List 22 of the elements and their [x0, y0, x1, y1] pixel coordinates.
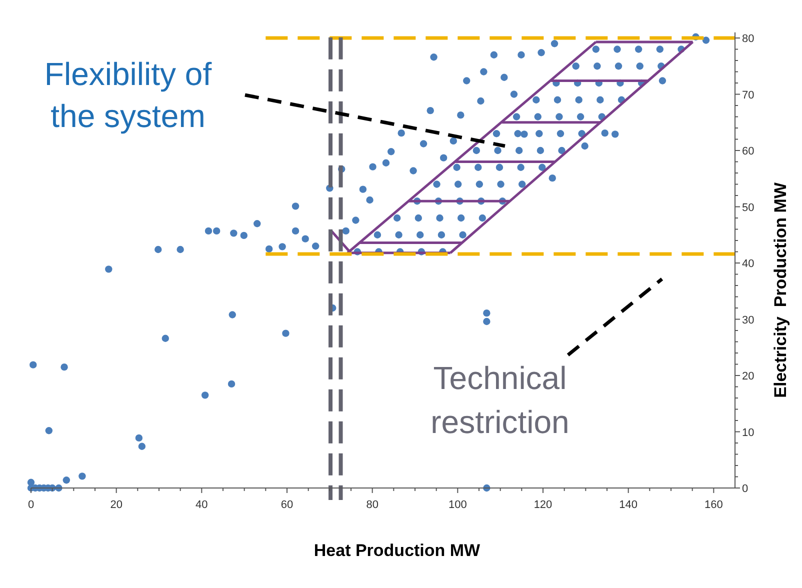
x-tick-label: 80	[366, 499, 378, 511]
y-tick-label: 50	[742, 202, 754, 214]
x-tick-label: 20	[110, 499, 122, 511]
y-tick-label: 30	[742, 314, 754, 326]
y-axis-title: Electricity Production MW	[771, 182, 790, 398]
x-tick-label: 120	[534, 499, 552, 511]
x-tick-label: 60	[280, 499, 294, 511]
x-tick-label: 100	[448, 499, 467, 511]
x-tick-label: 140	[619, 499, 638, 511]
y-tick-label: 80	[742, 33, 754, 45]
y-tick-label: 20	[742, 370, 754, 382]
y-tick-label: 10	[742, 426, 754, 439]
annotation: Flexibility of the system	[44, 56, 212, 134]
y-tick-label: 40	[742, 258, 754, 270]
y-tick-label: 70	[742, 89, 754, 102]
x-tick-label: 160	[704, 499, 723, 511]
x-tick-label: 0	[28, 499, 34, 511]
y-tick-label: 0	[742, 483, 748, 495]
y-tick-label: 60	[742, 146, 754, 158]
annotation: Technical restriction	[430, 360, 570, 440]
x-axis-title: Heat Production MW	[314, 541, 482, 560]
x-tick-label: 40	[196, 499, 208, 511]
